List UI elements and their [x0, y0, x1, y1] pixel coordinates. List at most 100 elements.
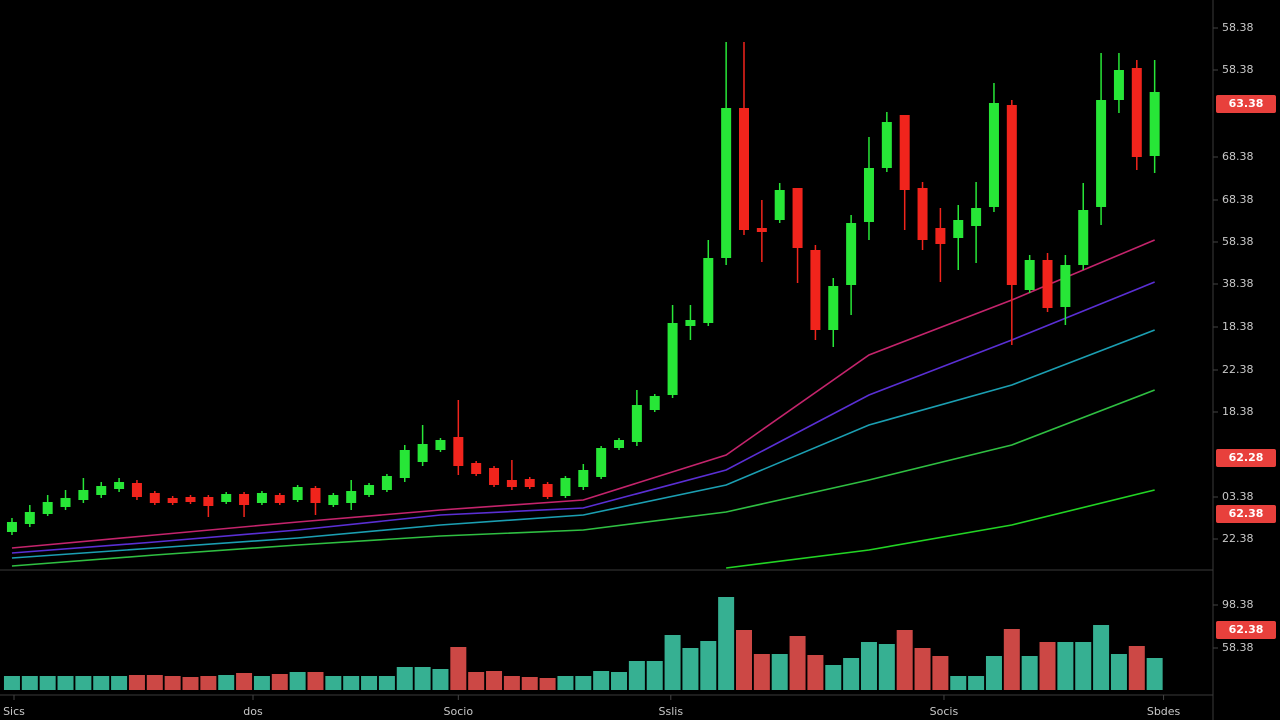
moving-average: [11, 239, 1155, 549]
candle-body: [703, 258, 714, 323]
candle-body: [560, 478, 571, 496]
x-tick-label: Socis: [930, 705, 959, 718]
candle-body: [1131, 68, 1142, 157]
x-tick-label: Sics: [3, 705, 25, 718]
candle-body: [167, 498, 178, 503]
candle-body: [1096, 100, 1107, 207]
candle-body: [738, 108, 749, 230]
volume-bar: [111, 676, 128, 690]
y-tick-label: 22.38: [1222, 532, 1254, 545]
volume-bar: [414, 667, 431, 690]
volume-bar: [985, 656, 1002, 690]
candle-body: [1113, 70, 1124, 100]
volume-bar: [289, 672, 306, 690]
candle-body: [774, 190, 785, 220]
volume-bar: [950, 676, 967, 690]
candle-body: [953, 220, 964, 238]
price-tag-label: 62.28: [1229, 451, 1264, 464]
volume-bar: [789, 636, 806, 690]
volume-bar: [468, 672, 485, 690]
candle-body: [935, 228, 946, 244]
candle-body: [988, 103, 999, 207]
volume-bar: [75, 676, 92, 690]
y-tick-label: 03.38: [1222, 490, 1254, 503]
price-tag: [1216, 505, 1276, 523]
price-tag-label: 63.38: [1229, 97, 1264, 110]
volume-bar: [575, 676, 592, 690]
volume-bar: [1128, 646, 1145, 690]
candle-body: [42, 502, 53, 514]
volume-bar: [700, 641, 717, 690]
candle-body: [274, 495, 285, 503]
price-tag: [1216, 95, 1276, 113]
y-tick-label: 18.38: [1222, 405, 1254, 418]
volume-bar: [1110, 654, 1127, 690]
volume-bar: [843, 658, 860, 690]
y-tick-label: 68.38: [1222, 193, 1254, 206]
y-tick-label: 58.38: [1222, 63, 1254, 76]
volume-bar: [396, 667, 413, 690]
candle-body: [596, 448, 607, 477]
volume-bar: [825, 665, 842, 690]
volume-bar: [771, 654, 788, 690]
candle-body: [524, 479, 535, 487]
y-tick-label: 58.38: [1222, 21, 1254, 34]
volume-bar: [593, 671, 610, 690]
candle-body: [114, 482, 125, 489]
candle-body: [1006, 105, 1017, 285]
candle-body: [1078, 210, 1089, 265]
volume-bar: [200, 676, 217, 690]
candle-body: [667, 323, 678, 395]
volume-bar: [1021, 656, 1038, 690]
volume-bar: [1093, 625, 1110, 690]
volume-bar: [307, 672, 324, 690]
candle-body: [310, 488, 321, 503]
volume-bar: [57, 676, 74, 690]
volume-bar: [682, 648, 699, 690]
candle-body: [846, 223, 857, 285]
price-tag-label: 62.38: [1229, 623, 1264, 636]
volume-bar: [1146, 658, 1163, 690]
candle-body: [435, 440, 446, 450]
y-tick-label: 68.38: [1222, 150, 1254, 163]
volume-bar: [128, 675, 145, 690]
volume-bar: [218, 675, 235, 690]
volume-bar: [253, 676, 270, 690]
candle-body: [381, 476, 392, 490]
volume-bar: [718, 597, 735, 690]
candle-body: [24, 512, 35, 524]
candle-body: [489, 468, 500, 485]
candle-body: [292, 487, 303, 500]
volume-bar: [164, 676, 181, 690]
volume-bar: [325, 676, 342, 690]
candle-body: [1024, 260, 1035, 290]
volume-bar: [271, 674, 288, 690]
x-tick-label: Sslis: [659, 705, 684, 718]
volume-bar: [146, 675, 163, 690]
volume-bar: [450, 647, 467, 690]
candle-body: [417, 444, 428, 462]
volume-bar: [932, 656, 949, 690]
x-tick-label: Sbdes: [1147, 705, 1181, 718]
volume-bar: [521, 677, 538, 690]
volume-tick-label: 58.38: [1222, 641, 1254, 654]
volume-tick-label: 98.38: [1222, 598, 1254, 611]
volume-bar: [968, 676, 985, 690]
volume-bar: [878, 644, 895, 690]
x-tick-label: Socio: [444, 705, 474, 718]
x-tick-label: dos: [243, 705, 263, 718]
candle-body: [881, 122, 892, 168]
candle-body: [149, 493, 160, 503]
moving-average: [11, 329, 1155, 559]
candle-body: [756, 228, 767, 232]
volume-bar: [486, 671, 503, 690]
moving-average: [726, 489, 1155, 569]
candle-body: [185, 497, 196, 502]
candle-body: [96, 486, 107, 495]
candle-body: [6, 522, 17, 532]
y-tick-label: 18.38: [1222, 320, 1254, 333]
candle-body: [1042, 260, 1053, 308]
candle-body: [471, 463, 482, 474]
volume-bar: [539, 678, 556, 690]
